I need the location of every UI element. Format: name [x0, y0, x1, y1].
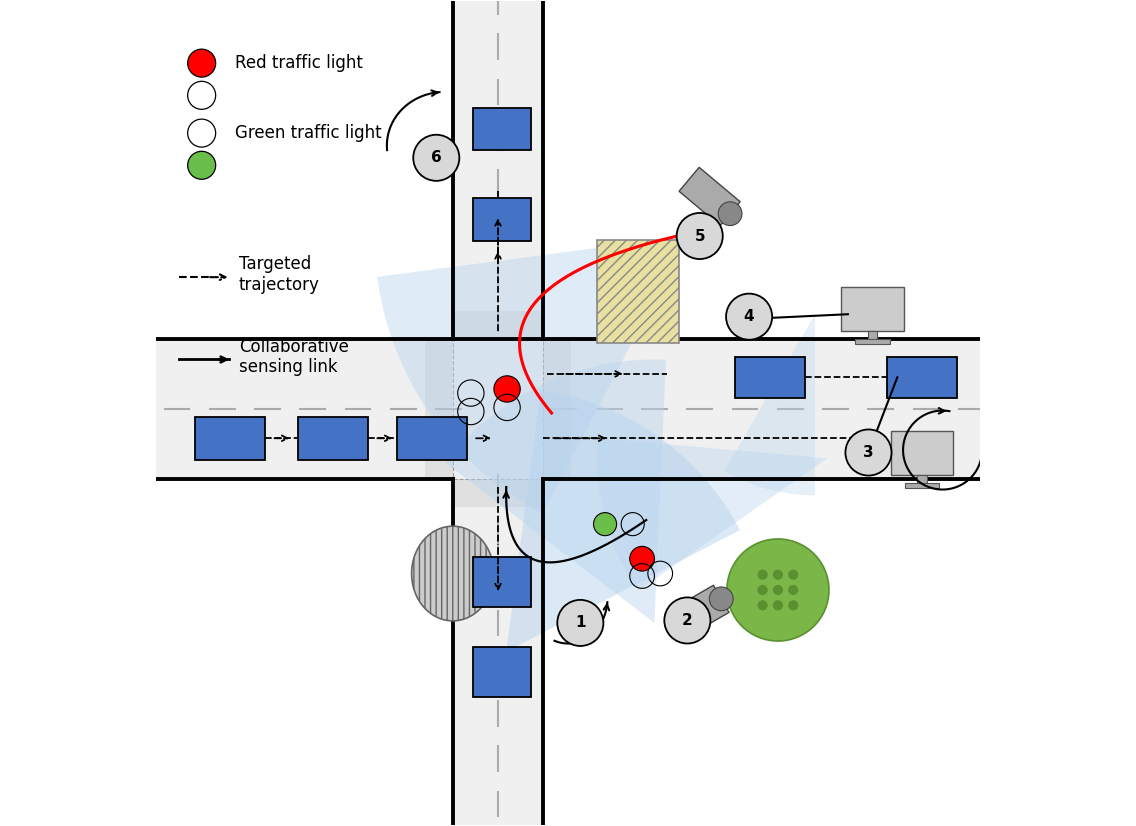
FancyBboxPatch shape — [855, 339, 889, 344]
Circle shape — [187, 151, 216, 179]
FancyBboxPatch shape — [453, 311, 543, 339]
Circle shape — [414, 135, 459, 181]
FancyBboxPatch shape — [842, 287, 904, 331]
Polygon shape — [679, 168, 741, 225]
Text: Red traffic light: Red traffic light — [235, 55, 362, 72]
Text: 4: 4 — [744, 309, 754, 324]
Polygon shape — [725, 314, 815, 496]
Text: Green traffic light: Green traffic light — [235, 124, 382, 142]
Polygon shape — [377, 236, 687, 514]
FancyBboxPatch shape — [868, 331, 877, 340]
FancyBboxPatch shape — [157, 339, 979, 479]
Circle shape — [494, 376, 520, 402]
Circle shape — [758, 585, 768, 595]
Text: 1: 1 — [575, 615, 585, 630]
FancyBboxPatch shape — [474, 198, 531, 241]
FancyBboxPatch shape — [398, 417, 467, 460]
Polygon shape — [596, 438, 827, 591]
Circle shape — [772, 585, 783, 595]
FancyBboxPatch shape — [904, 483, 939, 488]
Polygon shape — [445, 359, 666, 623]
Circle shape — [629, 546, 654, 571]
Circle shape — [593, 513, 617, 535]
Circle shape — [788, 585, 799, 595]
FancyBboxPatch shape — [543, 339, 571, 479]
Circle shape — [788, 570, 799, 580]
Polygon shape — [507, 391, 740, 652]
Circle shape — [772, 601, 783, 610]
Circle shape — [727, 539, 829, 641]
Circle shape — [709, 587, 733, 610]
Circle shape — [718, 202, 742, 225]
Text: 6: 6 — [431, 150, 442, 165]
Circle shape — [665, 597, 710, 643]
Circle shape — [558, 600, 603, 646]
Ellipse shape — [411, 526, 494, 621]
FancyBboxPatch shape — [195, 417, 266, 460]
FancyBboxPatch shape — [299, 417, 368, 460]
Circle shape — [187, 49, 216, 77]
FancyBboxPatch shape — [453, 479, 543, 507]
Circle shape — [772, 570, 783, 580]
Text: Targeted
trajectory: Targeted trajectory — [239, 255, 319, 294]
FancyBboxPatch shape — [425, 339, 453, 479]
FancyBboxPatch shape — [596, 240, 679, 343]
Circle shape — [758, 601, 768, 610]
Text: 5: 5 — [694, 229, 705, 244]
Circle shape — [758, 570, 768, 580]
FancyBboxPatch shape — [891, 431, 953, 475]
Text: 2: 2 — [682, 613, 693, 628]
FancyBboxPatch shape — [474, 557, 531, 607]
FancyBboxPatch shape — [735, 357, 804, 397]
Circle shape — [726, 293, 772, 339]
FancyBboxPatch shape — [917, 475, 927, 484]
FancyBboxPatch shape — [453, 2, 543, 824]
FancyBboxPatch shape — [474, 648, 531, 697]
FancyBboxPatch shape — [474, 107, 531, 150]
FancyBboxPatch shape — [887, 357, 957, 397]
Circle shape — [677, 213, 722, 259]
Circle shape — [788, 601, 799, 610]
Text: Collaborative
sensing link: Collaborative sensing link — [239, 338, 349, 377]
Text: 3: 3 — [863, 445, 874, 460]
Circle shape — [845, 430, 892, 476]
Polygon shape — [667, 586, 729, 639]
